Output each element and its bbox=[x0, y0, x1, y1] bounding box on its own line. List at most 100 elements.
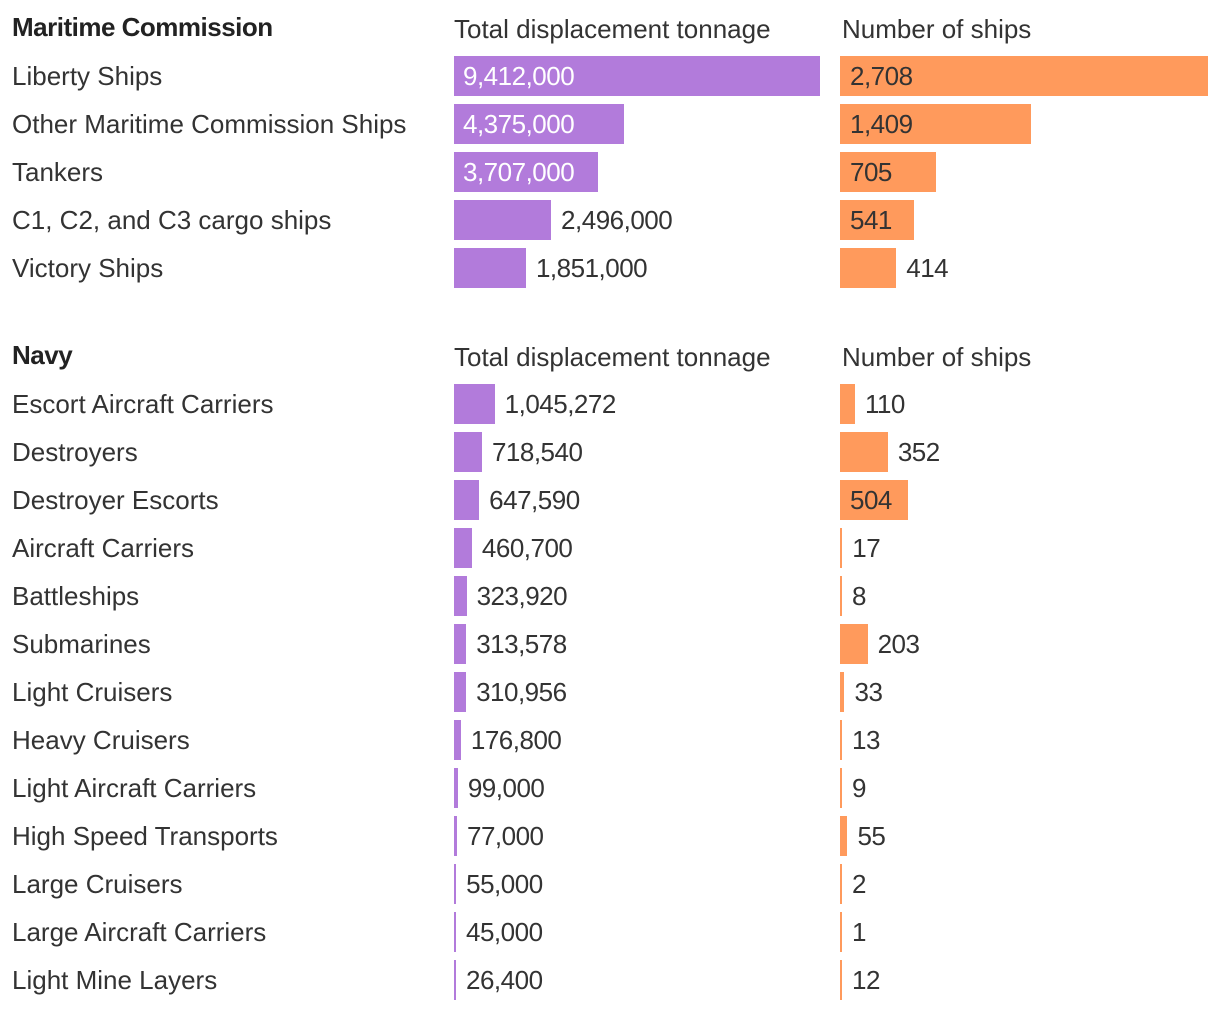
ships-bar bbox=[840, 528, 843, 568]
category-label: C1, C2, and C3 cargo ships bbox=[12, 205, 332, 235]
ships-value-label: 12 bbox=[852, 965, 880, 995]
ships-bar bbox=[840, 432, 888, 472]
category-label: Destroyers bbox=[12, 437, 138, 467]
category-label: Battleships bbox=[12, 581, 140, 611]
chart-row: Destroyers 718,540 352 bbox=[0, 432, 1220, 472]
chart-row: Submarines 313,578 203 bbox=[0, 624, 1220, 664]
tonnage-bar bbox=[454, 576, 467, 616]
tonnage-value-label: 176,800 bbox=[470, 725, 562, 755]
tonnage-value-label: 26,400 bbox=[466, 965, 543, 995]
tonnage-bar bbox=[454, 864, 457, 904]
tonnage-bar bbox=[454, 720, 461, 760]
tonnage-bar bbox=[454, 672, 467, 712]
chart-row: Tankers 3,707,000 705 bbox=[0, 152, 1220, 192]
chart-row: Aircraft Carriers 460,700 17 bbox=[0, 528, 1220, 568]
tonnage-value-label: 77,000 bbox=[466, 821, 544, 851]
tonnage-value-label: 460,700 bbox=[481, 533, 573, 563]
tonnage-value-label: 718,540 bbox=[491, 437, 583, 467]
ships-bar bbox=[840, 960, 842, 1000]
tonnage-bar bbox=[454, 768, 458, 808]
chart-row: Light Aircraft Carriers 99,000 9 bbox=[0, 768, 1220, 808]
ships-value-label: 9 bbox=[852, 773, 866, 803]
category-label: Large Aircraft Carriers bbox=[12, 917, 267, 947]
ships-bar bbox=[840, 200, 914, 240]
ships-bar bbox=[840, 56, 1208, 96]
chart-row: Light Cruisers 310,956 33 bbox=[0, 672, 1220, 712]
category-label: Light Mine Layers bbox=[12, 965, 218, 995]
column-header-ships: Number of ships bbox=[842, 342, 1032, 372]
chart-section-1: Navy Total displacement tonnage Number of … bbox=[0, 340, 1220, 1008]
column-header-ships: Number of ships bbox=[842, 14, 1032, 44]
tonnage-value-label: 45,000 bbox=[466, 917, 543, 947]
ships-bar bbox=[840, 864, 842, 904]
ships-value-label: 203 bbox=[877, 629, 920, 659]
category-label: Liberty Ships bbox=[12, 61, 163, 91]
ships-value-label: 541 bbox=[850, 205, 892, 235]
ships-value-label: 352 bbox=[897, 437, 940, 467]
category-label: Heavy Cruisers bbox=[12, 725, 190, 755]
category-label: Aircraft Carriers bbox=[12, 533, 195, 563]
tonnage-value-label: 1,045,272 bbox=[504, 389, 617, 419]
column-header-tonnage: Total displacement tonnage bbox=[454, 342, 771, 372]
tonnage-bar bbox=[454, 816, 457, 856]
section-title: Maritime Commission bbox=[12, 12, 273, 42]
ships-value-label: 13 bbox=[852, 725, 880, 755]
tonnage-bar bbox=[454, 56, 820, 96]
ships-value-label: 55 bbox=[857, 821, 886, 851]
category-label: High Speed Transports bbox=[12, 821, 278, 851]
chart-row: Other Maritime Commission Ships 4,375,000… bbox=[0, 104, 1220, 144]
tonnage-bar bbox=[454, 152, 599, 192]
ships-value-label: 504 bbox=[850, 485, 892, 515]
ships-value-label: 2,708 bbox=[850, 61, 913, 91]
tonnage-bar bbox=[454, 480, 480, 520]
ships-bar bbox=[840, 768, 842, 808]
chart-row: Destroyer Escorts 647,590 504 bbox=[0, 480, 1220, 520]
tonnage-value-label: 2,496,000 bbox=[561, 205, 673, 235]
tonnage-bar bbox=[454, 960, 456, 1000]
ships-bar bbox=[840, 672, 845, 712]
tonnage-bar bbox=[454, 528, 472, 568]
ships-value-label: 1 bbox=[852, 917, 866, 947]
category-label: Victory Ships bbox=[12, 253, 164, 283]
ships-bar bbox=[840, 104, 1032, 144]
ships-value-label: 705 bbox=[850, 157, 892, 187]
ships-value-label: 17 bbox=[852, 533, 881, 563]
tonnage-value-label: 323,920 bbox=[476, 581, 568, 611]
ships-value-label: 33 bbox=[854, 677, 883, 707]
category-label: Tankers bbox=[12, 157, 104, 187]
tonnage-bar bbox=[454, 248, 526, 288]
category-label: Submarines bbox=[12, 629, 151, 659]
ships-value-label: 414 bbox=[906, 253, 949, 283]
chart-row: Large Cruisers 55,000 2 bbox=[0, 864, 1220, 904]
tonnage-bar bbox=[454, 384, 495, 424]
ships-value-label: 1,409 bbox=[850, 109, 913, 139]
tonnage-bar bbox=[454, 432, 482, 472]
category-label: Destroyer Escorts bbox=[12, 485, 219, 515]
chart-section-0: Maritime Commission Total displacement to… bbox=[0, 12, 1220, 296]
chart-row: Escort Aircraft Carriers 1,045,272 110 bbox=[0, 384, 1220, 424]
tonnage-bar bbox=[454, 104, 625, 144]
category-label: Other Maritime Commission Ships bbox=[12, 109, 407, 139]
column-header-tonnage: Total displacement tonnage bbox=[454, 14, 771, 44]
ships-bar bbox=[840, 480, 909, 520]
tonnage-value-label: 4,375,000 bbox=[463, 109, 575, 139]
chart-row: Heavy Cruisers 176,800 13 bbox=[0, 720, 1220, 760]
ships-bar bbox=[840, 720, 842, 760]
tonnage-bar bbox=[454, 200, 552, 240]
chart-row: High Speed Transports 77,000 55 bbox=[0, 816, 1220, 856]
ships-value-label: 8 bbox=[852, 581, 866, 611]
ships-bar bbox=[840, 624, 868, 664]
ships-bar bbox=[840, 248, 897, 288]
tonnage-value-label: 99,000 bbox=[467, 773, 545, 803]
ships-value-label: 2 bbox=[852, 869, 866, 899]
chart-row: Victory Ships 1,851,000 414 bbox=[0, 248, 1220, 288]
category-label: Large Cruisers bbox=[12, 869, 183, 899]
chart-row: Large Aircraft Carriers 45,000 1 bbox=[0, 912, 1220, 952]
section-title: Navy bbox=[12, 340, 73, 370]
tonnage-bar bbox=[454, 624, 467, 664]
category-label: Light Cruisers bbox=[12, 677, 173, 707]
tonnage-bar bbox=[454, 912, 456, 952]
category-label: Light Aircraft Carriers bbox=[12, 773, 257, 803]
tonnage-value-label: 55,000 bbox=[466, 869, 543, 899]
ships-bar bbox=[840, 912, 842, 952]
